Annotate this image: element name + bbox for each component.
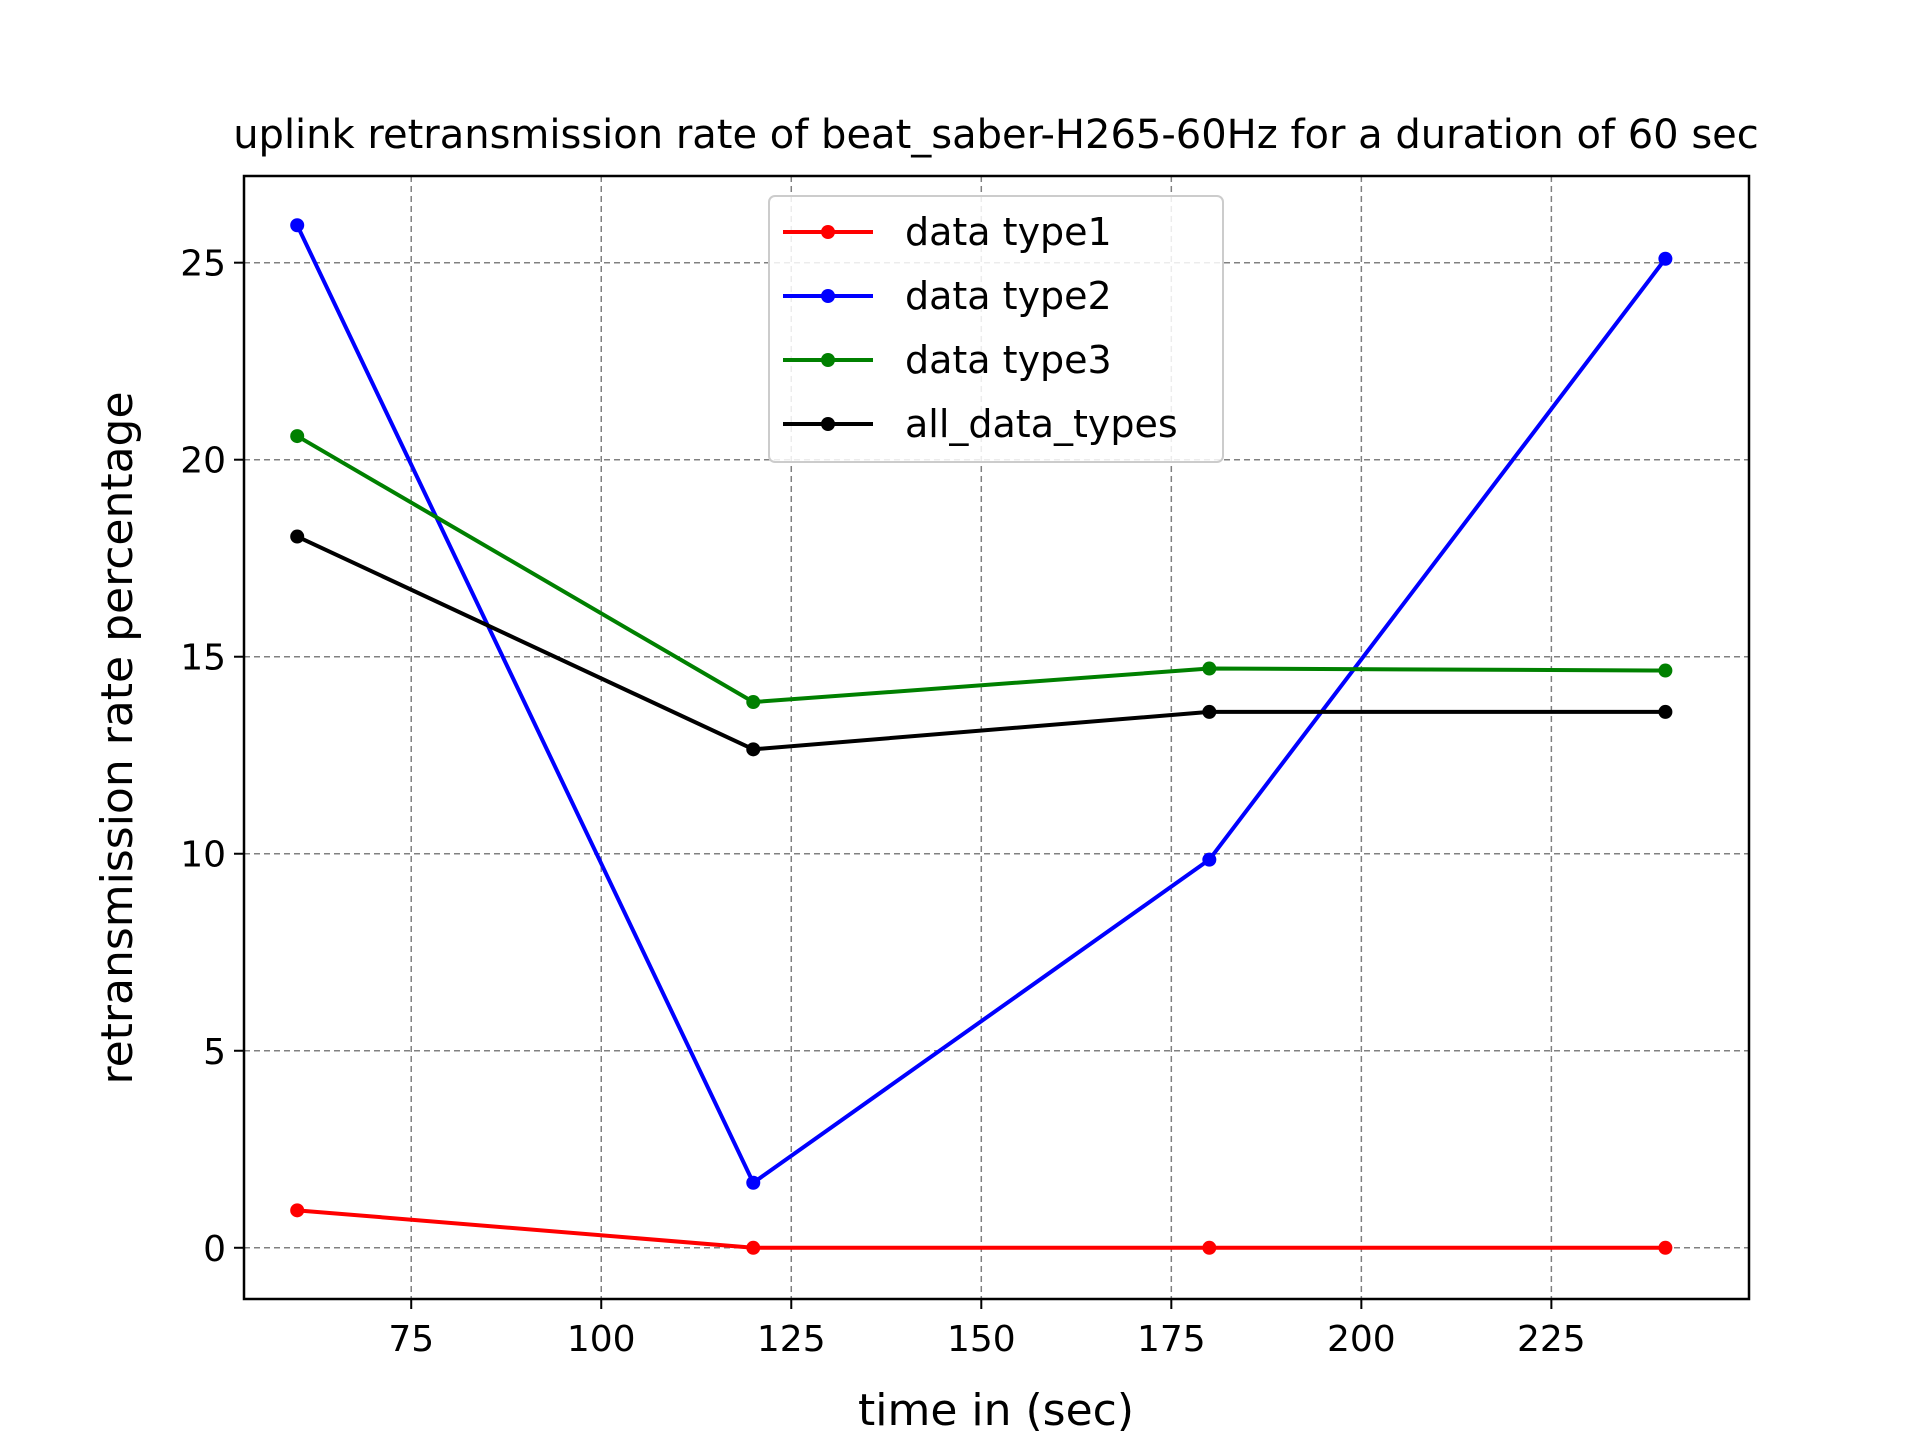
y-tick-label: 10 xyxy=(180,835,226,876)
y-tick-label: 0 xyxy=(203,1229,226,1270)
series-line xyxy=(296,534,1666,752)
legend-box xyxy=(768,195,1224,463)
legend: data type1 data type2 data type3 all_data_t… xyxy=(768,195,1224,463)
legend-swatch-marker xyxy=(821,289,835,303)
legend-entry: all_data_types xyxy=(783,402,1178,446)
y-tick-label: 20 xyxy=(180,441,226,482)
legend-label: data type3 xyxy=(905,338,1112,382)
x-tick-label: 200 xyxy=(1327,1319,1396,1360)
x-tick-label: 75 xyxy=(388,1319,434,1360)
plot-frame xyxy=(242,174,1751,1301)
legend-entry: data type3 xyxy=(783,338,1112,382)
series-line xyxy=(297,1208,1666,1250)
y-axis-label: retransmission rate percentage xyxy=(92,391,143,1084)
data-point xyxy=(746,1240,761,1255)
data-point xyxy=(290,1203,305,1218)
data-point xyxy=(1658,251,1673,266)
series-all-data-types xyxy=(290,529,1673,757)
legend-swatch-marker xyxy=(821,225,835,239)
legend-swatch-marker xyxy=(821,353,835,367)
series-data-type3 xyxy=(290,429,1673,710)
y-tick-label: 5 xyxy=(203,1032,226,1073)
data-point xyxy=(1202,1240,1217,1255)
chart-title: uplink retransmission rate of beat_saber… xyxy=(233,112,1759,158)
grid xyxy=(244,176,1749,1299)
legend-entry: data type2 xyxy=(783,274,1112,318)
x-tick-label: 175 xyxy=(1137,1319,1206,1360)
axis-ticks: 75 100 125 150 175 200 225 0 5 10 15 20 25 xyxy=(180,244,1586,1360)
x-tick-label: 225 xyxy=(1517,1319,1586,1360)
data-point xyxy=(1202,704,1217,719)
x-tick-label: 150 xyxy=(947,1319,1016,1360)
data-point xyxy=(1658,1240,1673,1255)
series-line xyxy=(295,224,1667,1185)
x-tick-label: 125 xyxy=(757,1319,826,1360)
legend-label: data type1 xyxy=(905,210,1112,254)
series-group xyxy=(290,218,1673,1255)
data-point xyxy=(1658,704,1673,719)
data-point xyxy=(290,529,305,544)
legend-entry: data type1 xyxy=(783,210,1112,254)
data-point xyxy=(746,1175,761,1190)
series-line xyxy=(296,434,1666,705)
data-point xyxy=(1202,661,1217,676)
data-point xyxy=(290,429,305,444)
series-data-type2 xyxy=(290,218,1673,1190)
y-tick-label: 15 xyxy=(180,638,226,679)
legend-label: all_data_types xyxy=(905,402,1178,446)
data-point xyxy=(1202,852,1217,867)
x-axis-label: time in (sec) xyxy=(858,1385,1134,1436)
series-data-type1 xyxy=(290,1203,1673,1255)
data-point xyxy=(746,742,761,757)
data-point xyxy=(746,695,761,710)
legend-label: data type2 xyxy=(905,274,1112,318)
y-tick-label: 25 xyxy=(180,244,226,285)
data-point xyxy=(1658,663,1673,678)
data-point xyxy=(290,218,305,233)
x-tick-label: 100 xyxy=(567,1319,636,1360)
legend-swatch-marker xyxy=(821,417,835,431)
